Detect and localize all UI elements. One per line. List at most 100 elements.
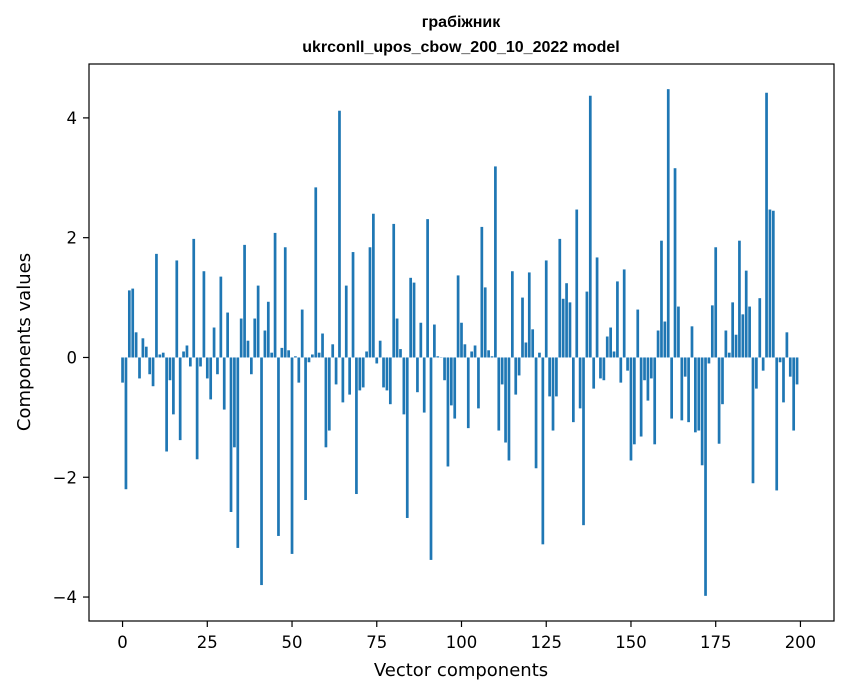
- bar-142: [602, 357, 606, 381]
- bar-54: [304, 357, 307, 501]
- bar-46: [277, 357, 280, 536]
- bar-2: [127, 290, 131, 358]
- bar-191: [768, 209, 772, 358]
- bar-67: [348, 357, 351, 395]
- bar-72: [365, 351, 368, 358]
- bar-23: [199, 357, 202, 367]
- bar-91: [429, 357, 433, 560]
- y-tick-label: 4: [67, 109, 78, 128]
- bar-107: [483, 287, 487, 358]
- bar-65: [341, 357, 345, 403]
- bar-14: [168, 357, 172, 381]
- bar-83: [402, 357, 406, 415]
- bar-128: [555, 357, 558, 397]
- bar-170: [697, 357, 701, 431]
- bar-102: [466, 357, 470, 429]
- bar-105: [477, 357, 480, 409]
- bar-177: [721, 357, 724, 405]
- bar-184: [744, 270, 748, 358]
- bar-60: [324, 357, 328, 448]
- bar-138: [588, 95, 592, 358]
- bar-39: [253, 318, 257, 358]
- bar-159: [660, 240, 663, 358]
- bar-132: [568, 302, 572, 358]
- x-tick-label: 100: [446, 633, 478, 652]
- bar-154: [643, 357, 646, 381]
- bar-103: [470, 351, 474, 358]
- bar-111: [497, 357, 501, 431]
- bar-79: [388, 357, 392, 405]
- bar-10: [155, 253, 158, 358]
- bar-156: [649, 357, 653, 379]
- x-tick-label: 200: [785, 633, 817, 652]
- bar-169: [694, 357, 697, 433]
- bar-109: [490, 356, 494, 358]
- bar-112: [500, 357, 504, 385]
- bar-75: [375, 357, 379, 364]
- bar-151: [633, 357, 636, 445]
- bar-78: [385, 357, 389, 391]
- bar-38: [250, 357, 253, 375]
- bar-147: [619, 357, 623, 383]
- plot-frame: [88, 63, 835, 622]
- bar-69: [355, 357, 358, 495]
- bar-182: [738, 240, 741, 358]
- bar-186: [751, 357, 755, 484]
- bar-43: [266, 301, 270, 358]
- bar-199: [795, 357, 799, 385]
- bar-148: [622, 269, 626, 358]
- bar-185: [748, 306, 751, 358]
- bar-82: [399, 349, 402, 358]
- bar-66: [344, 285, 348, 358]
- bar-175: [714, 247, 718, 358]
- bar-18: [182, 351, 185, 358]
- bar-137: [585, 291, 589, 358]
- bar-179: [727, 352, 731, 358]
- bar-53: [300, 309, 304, 358]
- bar-116: [514, 357, 518, 395]
- bar-98: [453, 357, 457, 419]
- bar-47: [280, 347, 284, 358]
- bar-121: [531, 329, 535, 358]
- bar-162: [670, 357, 673, 419]
- bars-group: [121, 89, 799, 596]
- bar-96: [446, 357, 450, 467]
- bar-58: [317, 352, 321, 358]
- bar-192: [771, 210, 775, 358]
- bar-63: [334, 357, 338, 385]
- bar-33: [233, 357, 236, 448]
- bar-62: [331, 344, 335, 358]
- bar-51: [294, 356, 297, 358]
- bar-180: [731, 302, 735, 358]
- bar-157: [653, 357, 657, 445]
- bar-1: [124, 357, 128, 490]
- bar-27: [212, 327, 216, 358]
- bar-139: [592, 357, 596, 389]
- bar-152: [636, 309, 640, 358]
- bar-196: [785, 332, 789, 358]
- bar-188: [758, 298, 762, 358]
- bar-176: [717, 357, 721, 444]
- bar-197: [788, 357, 792, 377]
- bar-40: [256, 285, 260, 358]
- bar-141: [599, 357, 602, 379]
- bar-55: [307, 357, 311, 363]
- bar-144: [609, 327, 612, 358]
- bar-165: [680, 357, 684, 421]
- y-axis-label: Components values: [14, 253, 35, 431]
- bar-158: [656, 330, 660, 358]
- bar-76: [378, 340, 382, 358]
- bar-171: [700, 357, 704, 466]
- y-axis-ticks: −4 −2 0 2 4: [53, 109, 89, 607]
- bar-80: [392, 223, 396, 358]
- bar-166: [683, 357, 687, 377]
- bar-160: [663, 321, 667, 358]
- bar-49: [287, 350, 290, 358]
- bar-88: [419, 322, 423, 358]
- x-tick-label: 25: [197, 633, 218, 652]
- x-tick-label: 0: [117, 633, 128, 652]
- bar-68: [351, 252, 355, 358]
- bar-183: [741, 314, 745, 358]
- bar-56: [311, 354, 314, 358]
- bar-167: [687, 357, 690, 423]
